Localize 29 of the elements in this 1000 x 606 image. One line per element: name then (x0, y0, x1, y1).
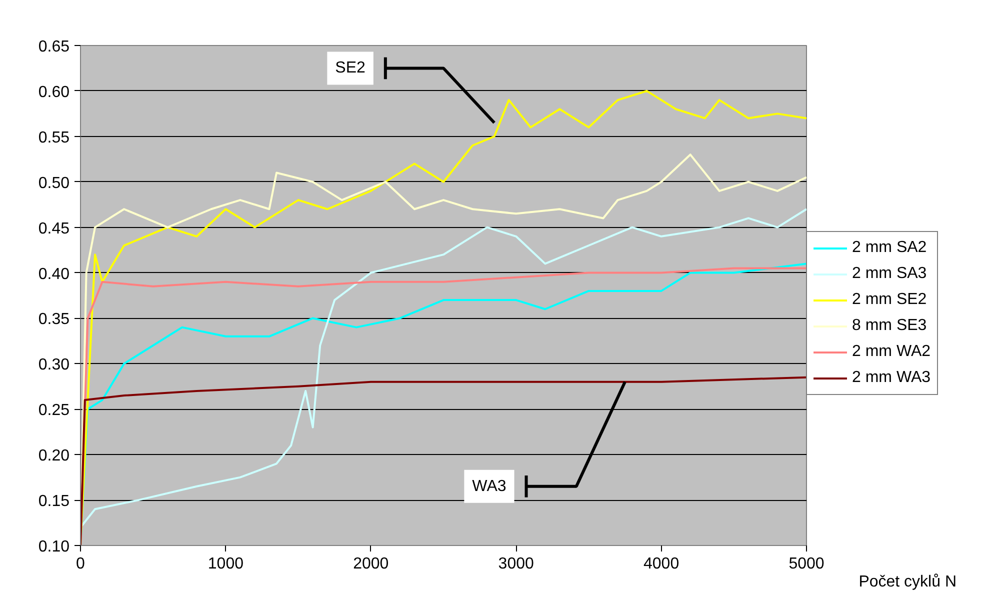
y-tick-label: 0.40 (38, 266, 70, 283)
x-axis-title: Počet cyklů N (858, 574, 956, 590)
legend-label: 2 mm SA3 (852, 264, 927, 284)
legend-label: 8 mm SE3 (852, 316, 927, 336)
x-tick-label: 2000 (353, 556, 389, 572)
x-tick-label: 5000 (788, 556, 824, 572)
legend-label: 2 mm WA3 (852, 368, 931, 388)
x-tick-label: 4000 (644, 556, 680, 572)
y-tick-label: 0.25 (38, 402, 70, 420)
legend-label: 2 mm WA2 (852, 342, 931, 362)
line-series (80, 208, 806, 528)
annotation: SE2 (335, 60, 366, 77)
line-series (80, 376, 806, 546)
x-tick-label: 3000 (498, 556, 534, 572)
y-tick-label: 0.30 (38, 356, 70, 374)
y-tick-label: 0.50 (38, 174, 70, 192)
y-tick-label: 0.10 (38, 538, 70, 556)
y-tick-label: 0.45 (38, 220, 70, 238)
y-tick-label: 0.55 (38, 129, 70, 146)
y-tick-label: 0.20 (38, 448, 70, 465)
y-tick-label: 0.35 (38, 311, 70, 328)
y-tick-label: 0.15 (38, 493, 70, 510)
legend-label: 2 mm SA2 (852, 238, 927, 258)
x-tick-label: 1000 (208, 556, 244, 572)
annotation: WA3 (472, 478, 506, 495)
y-tick-label: 0.60 (38, 84, 70, 101)
y-tick-label: 0.65 (38, 38, 70, 56)
legend-label: 2 mm SE2 (852, 290, 927, 310)
x-tick-label: 0 (76, 556, 86, 572)
